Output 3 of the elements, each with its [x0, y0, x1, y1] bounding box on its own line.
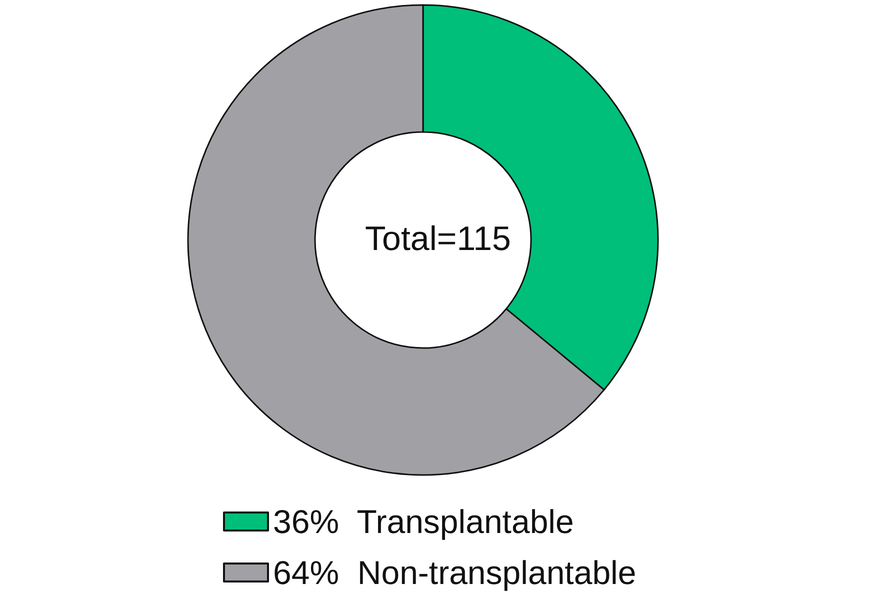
legend-label: 36% Transplantable: [273, 503, 574, 540]
text: Total=115: [365, 220, 511, 258]
legend-label: 64% Non-transplantable: [273, 554, 636, 591]
